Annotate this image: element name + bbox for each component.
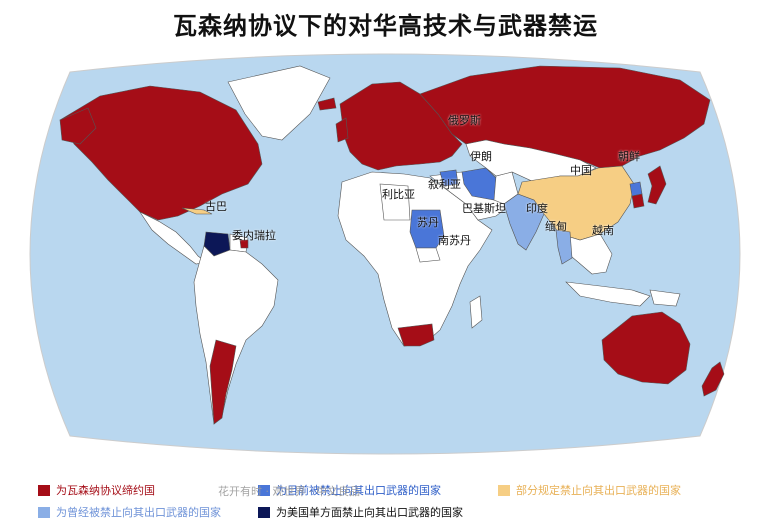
legend-partial: 部分规定禁止向其出口武器的国家 (498, 482, 681, 498)
legend-partial-label: 部分规定禁止向其出口武器的国家 (516, 484, 681, 497)
papua (649, 289, 681, 307)
alaska (59, 107, 97, 145)
label-cuba: 古巴 (205, 200, 227, 213)
label-vietnam: 越南 (592, 224, 614, 237)
french-guiana (239, 239, 249, 249)
europe-member (339, 81, 463, 171)
argentina (209, 339, 237, 425)
libya-shape (379, 183, 411, 221)
legend-past-ban-swatch (38, 506, 50, 518)
new-zealand (701, 361, 725, 397)
indonesia (565, 281, 651, 307)
label-china: 中国 (570, 164, 592, 177)
madagascar (469, 295, 483, 329)
legend-current-ban: 为目前被禁止向其出口武器的国家 (258, 482, 441, 498)
syria-shape (439, 169, 459, 187)
map-title: 瓦森纳协议下的对华高技术与武器禁运 (173, 12, 598, 40)
south-korea-shape (631, 193, 645, 209)
uk (335, 117, 349, 143)
world-map-svg (29, 53, 741, 455)
greenland (227, 65, 331, 141)
label-russia: 俄罗斯 (448, 114, 481, 127)
label-pakistan: 巴基斯坦 (462, 202, 506, 215)
legend-member: 为瓦森纳协议缔约国 (38, 482, 155, 498)
japan (647, 165, 667, 205)
label-syria: 叙利亚 (428, 178, 461, 191)
legend-past-ban-label: 为曾经被禁止向其出口武器的国家 (56, 506, 221, 519)
legend-current-ban-swatch (258, 484, 270, 496)
label-sudan: 苏丹 (417, 216, 439, 229)
north-america-member (59, 85, 263, 221)
legend-current-ban-label: 为目前被禁止向其出口武器的国家 (276, 484, 441, 497)
watermark: 花开有时 · 观世界 · 中文良品 (218, 485, 360, 498)
label-myanmar: 缅甸 (545, 220, 567, 233)
south-africa (397, 323, 435, 347)
label-south-sudan: 南苏丹 (438, 234, 471, 247)
label-north-korea: 朝鲜 (618, 150, 640, 163)
legend: 为瓦森纳协议缔约国 为目前被禁止向其出口武器的国家 部分规定禁止向其出口武器的国… (0, 470, 771, 520)
china-shape (517, 165, 635, 241)
legend-past-ban: 为曾经被禁止向其出口武器的国家 (38, 504, 221, 520)
myanmar-shape (555, 229, 573, 265)
legend-member-label: 为瓦森纳协议缔约国 (56, 484, 155, 497)
world-map: 俄罗斯 朝鲜 中国 伊朗 叙利亚 利比亚 巴基斯坦 印度 缅甸 越南 苏丹 南苏… (0, 44, 771, 464)
label-iran: 伊朗 (470, 150, 492, 163)
north-korea-shape (629, 181, 643, 197)
label-libya: 利比亚 (382, 188, 415, 201)
legend-us-ban-swatch (258, 506, 270, 518)
label-india: 印度 (526, 202, 548, 215)
africa (337, 171, 493, 347)
label-venezuela: 委内瑞拉 (232, 229, 276, 242)
legend-member-swatch (38, 484, 50, 496)
south-sudan-shape (415, 247, 441, 263)
legend-partial-swatch (498, 484, 510, 496)
australia (601, 311, 691, 385)
legend-us-ban-label: 为美国单方面禁止向其出口武器的国家 (276, 506, 463, 519)
iceland (317, 97, 337, 111)
legend-us-ban: 为美国单方面禁止向其出口武器的国家 (258, 504, 463, 520)
cuba-shape (181, 207, 213, 215)
